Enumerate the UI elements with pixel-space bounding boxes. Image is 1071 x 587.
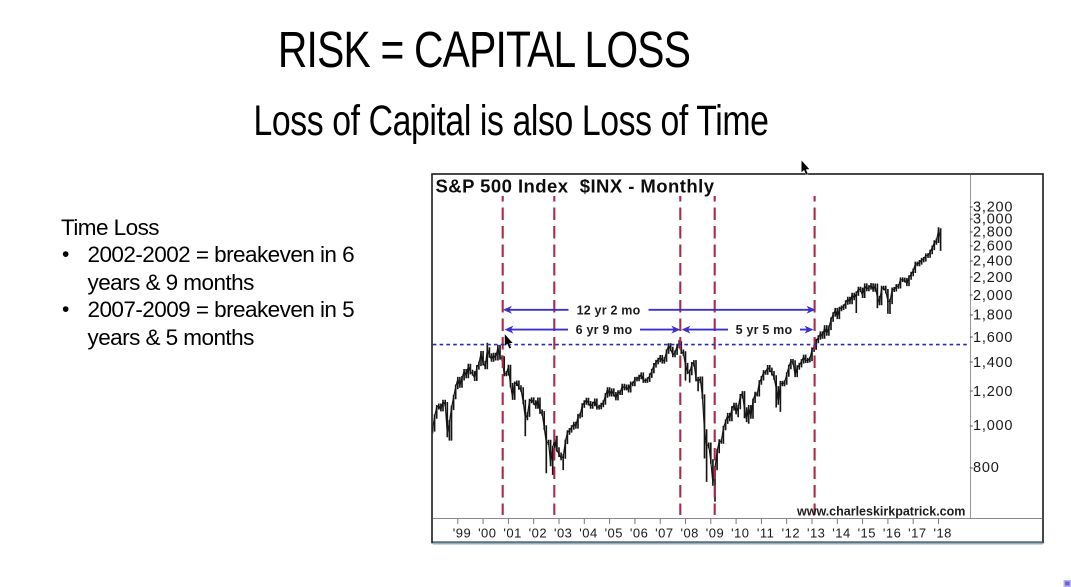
svg-text:'03: '03 xyxy=(554,526,572,541)
svg-text:3,200: 3,200 xyxy=(973,200,1013,216)
svg-text:'17: '17 xyxy=(908,526,926,541)
svg-text:'09: '09 xyxy=(706,526,724,541)
svg-text:1,400: 1,400 xyxy=(973,355,1013,371)
svg-text:'07: '07 xyxy=(655,526,673,541)
svg-text:'99: '99 xyxy=(453,526,471,541)
svg-text:'16: '16 xyxy=(883,526,901,541)
svg-text:'05: '05 xyxy=(605,526,623,541)
svg-text:'14: '14 xyxy=(832,526,850,541)
svg-text:2,600: 2,600 xyxy=(973,239,1013,255)
svg-text:'13: '13 xyxy=(807,526,825,541)
svg-text:S&P 500 Index $INX - Monthly: S&P 500 Index $INX - Monthly xyxy=(436,176,715,197)
svg-text:6 yr 9 mo: 6 yr 9 mo xyxy=(576,323,633,337)
svg-text:www.charleskirkpatrick.com: www.charleskirkpatrick.com xyxy=(796,505,965,519)
svg-text:1,000: 1,000 xyxy=(973,418,1013,434)
svg-text:'10: '10 xyxy=(731,526,749,541)
svg-text:'01: '01 xyxy=(503,526,521,541)
svg-text:2,200: 2,200 xyxy=(973,270,1013,286)
svg-text:2,800: 2,800 xyxy=(973,225,1013,241)
svg-text:2,400: 2,400 xyxy=(973,254,1013,270)
svg-text:'15: '15 xyxy=(858,526,876,541)
svg-text:'04: '04 xyxy=(579,526,597,541)
svg-text:'06: '06 xyxy=(630,526,648,541)
svg-text:'18: '18 xyxy=(933,526,951,541)
svg-text:800: 800 xyxy=(973,460,1000,476)
svg-text:'00: '00 xyxy=(478,526,496,541)
svg-text:2,000: 2,000 xyxy=(973,288,1013,304)
svg-text:1,800: 1,800 xyxy=(973,308,1013,324)
svg-text:5 yr 5 mo: 5 yr 5 mo xyxy=(736,323,793,337)
svg-text:'02: '02 xyxy=(529,526,547,541)
svg-text:3,000: 3,000 xyxy=(973,212,1013,228)
svg-text:'12: '12 xyxy=(782,526,800,541)
svg-text:12 yr 2 mo: 12 yr 2 mo xyxy=(577,303,641,317)
svg-text:'11: '11 xyxy=(757,526,774,541)
svg-text:1,200: 1,200 xyxy=(973,384,1013,400)
svg-text:'08: '08 xyxy=(680,526,698,541)
svg-text:1,600: 1,600 xyxy=(973,330,1013,346)
